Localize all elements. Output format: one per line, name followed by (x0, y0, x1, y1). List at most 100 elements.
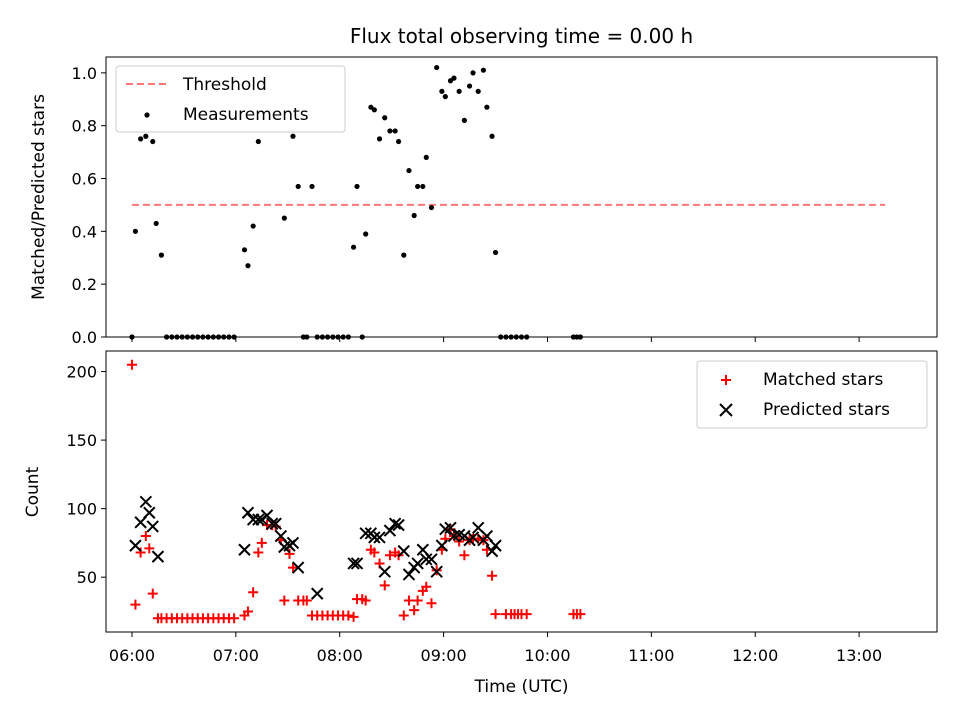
top-axes: Flux total observing time = 0.00 h Match… (29, 24, 938, 347)
bottom-legend-box (696, 360, 928, 429)
measurement-point (439, 88, 445, 94)
bottom-legend: Matched stars Predicted stars (696, 360, 928, 429)
measurement-point (350, 244, 357, 250)
predicted-star-marker (350, 557, 364, 570)
predicted-star-marker (151, 550, 165, 563)
predicted-star-marker (444, 521, 457, 535)
matched-star-marker (130, 599, 141, 610)
predicted-star-marker (425, 553, 438, 566)
top-ytick-label: 0.4 (72, 222, 97, 241)
measurement-point (359, 334, 365, 340)
matched-star-marker (140, 531, 151, 542)
measurement-point (179, 334, 185, 340)
measurement-point (210, 334, 216, 340)
predicted-star-marker (392, 518, 405, 532)
measurement-point (295, 183, 301, 190)
measurement-point (466, 83, 473, 89)
measurement-point (231, 334, 237, 340)
predicted-star-marker (411, 557, 424, 570)
matched-star-marker (459, 550, 470, 561)
bottom-ylabel: Count (23, 466, 43, 517)
legend-predicted-swatch (719, 403, 733, 417)
measurement-point (304, 334, 310, 340)
bottom-xtick-label: 10:00 (524, 646, 570, 665)
bottom-ytick-label: 50 (77, 568, 97, 587)
predicted-star-marker (420, 553, 433, 566)
measurement-point (524, 334, 530, 340)
measurement-point (335, 334, 341, 340)
bottom-xlabel: Time (UTC) (474, 677, 569, 697)
legend-matched-swatch (721, 375, 731, 385)
measurement-point (221, 334, 227, 340)
measurement-point (290, 133, 296, 139)
matched-star-marker (379, 580, 390, 591)
measurement-point (513, 334, 519, 340)
top-legend-box (115, 65, 346, 133)
predicted-star-marker (143, 506, 156, 519)
bottom-ytick-label: 150 (66, 431, 97, 450)
matched-star-marker (253, 547, 264, 558)
measurement-point (371, 107, 377, 113)
matched-star-marker (147, 588, 158, 599)
measurement-point (241, 247, 248, 253)
matched-star-marker (284, 548, 295, 559)
top-legend: Threshold Measurements (115, 65, 346, 133)
measurement-point (200, 334, 206, 340)
top-ytick-label: 0.0 (72, 328, 97, 347)
legend-measurements-swatch (144, 112, 150, 118)
bottom-xtick-label: 13:00 (836, 646, 882, 665)
predicted-stars-points (129, 495, 502, 600)
matched-star-marker (279, 595, 290, 606)
matched-star-marker (256, 537, 267, 548)
measurement-point (150, 138, 156, 145)
predicted-star-marker (291, 561, 305, 574)
measurement-point (309, 183, 315, 190)
predicted-star-marker (489, 539, 502, 552)
predicted-star-marker (466, 531, 480, 544)
measurement-point (143, 133, 149, 139)
matched-star-marker (360, 595, 371, 606)
top-ytick-label: 0.2 (72, 275, 97, 294)
measurement-point (392, 128, 398, 134)
measurement-point (163, 334, 170, 340)
matched-star-marker (490, 609, 501, 620)
top-ytick-label: 0.6 (72, 170, 97, 189)
legend-threshold-label: Threshold (182, 75, 267, 95)
measurement-point (415, 183, 421, 190)
bottom-ytick-label: 200 (66, 363, 97, 382)
measurement-point (508, 334, 514, 340)
measurement-point (226, 334, 232, 340)
measurement-point (319, 334, 326, 340)
predicted-star-marker (146, 520, 159, 533)
predicted-star-marker (397, 544, 410, 558)
measurement-point (451, 75, 457, 81)
predicted-star-marker (252, 513, 265, 526)
measurement-point (354, 183, 360, 190)
predicted-star-marker (347, 557, 360, 570)
matched-star-marker (398, 610, 409, 621)
predicted-star-marker (359, 527, 372, 540)
measurement-point (395, 138, 402, 145)
measurement-point (498, 334, 504, 340)
matched-star-marker (521, 609, 532, 620)
top-title: Flux total observing time = 0.00 h (350, 24, 693, 48)
bottom-xtick-label: 09:00 (421, 646, 467, 665)
measurement-point (503, 334, 509, 340)
matched-star-marker (487, 570, 498, 581)
matched-star-marker (426, 598, 437, 609)
measurement-point (184, 334, 190, 340)
legend-predicted-label: Predicted stars (763, 400, 890, 420)
measurement-point (169, 334, 175, 340)
predicted-star-marker (129, 539, 142, 552)
matched-star-marker (421, 581, 432, 592)
measurement-point (475, 88, 481, 94)
matched-star-marker (348, 611, 359, 622)
predicted-star-marker (435, 539, 449, 552)
bottom-xtick-label: 08:00 (317, 646, 363, 665)
measurement-point (387, 128, 393, 134)
predicted-star-marker (269, 517, 282, 530)
measurement-point (255, 138, 261, 145)
predicted-star-marker (241, 506, 255, 519)
measurement-point (411, 212, 417, 219)
